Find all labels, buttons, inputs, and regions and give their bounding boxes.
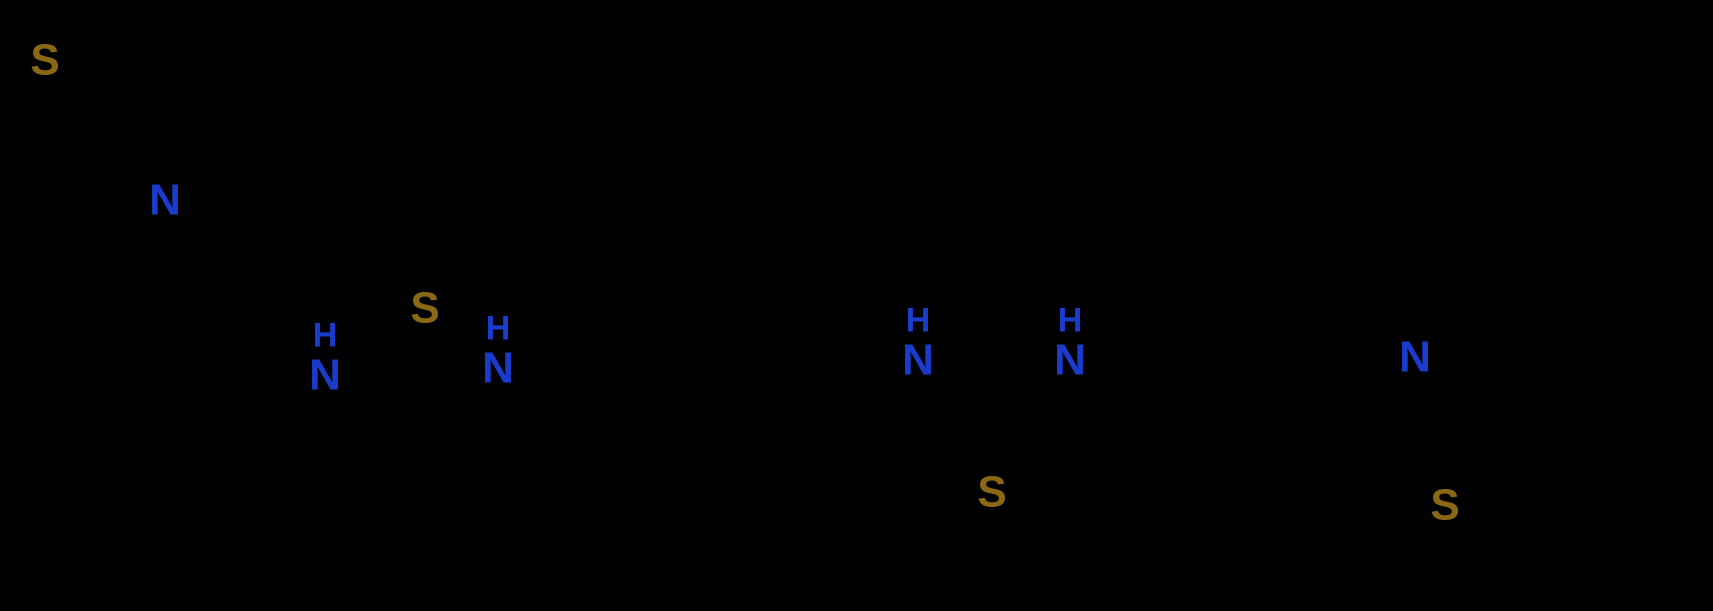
molecule-diagram: SNNHSNHNHSNHNS <box>0 0 1713 611</box>
atom-N: N <box>902 336 934 385</box>
atom-N: N <box>149 176 181 225</box>
atom-H: H <box>313 316 338 354</box>
atom-N: N <box>309 351 341 400</box>
atom-N: N <box>1399 333 1431 382</box>
atom-N: N <box>482 344 514 393</box>
atom-H: H <box>906 301 931 339</box>
atom-S: S <box>410 284 439 333</box>
atom-S: S <box>977 468 1006 517</box>
atom-H: H <box>486 309 511 347</box>
atom-S: S <box>30 36 59 85</box>
atom-H: H <box>1058 301 1083 339</box>
atom-N: N <box>1054 336 1086 385</box>
atom-S: S <box>1430 481 1459 530</box>
